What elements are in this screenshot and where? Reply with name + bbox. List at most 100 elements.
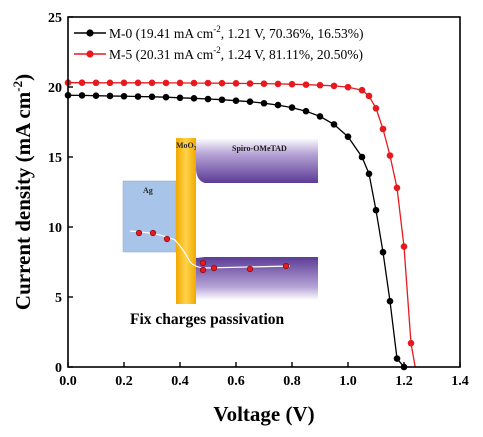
data-point xyxy=(372,104,380,112)
x-tick-label: 0.2 xyxy=(115,374,133,389)
data-point xyxy=(78,92,86,99)
x-tick-label: 1.2 xyxy=(395,374,413,389)
moo3-label: MoO3 xyxy=(176,141,197,152)
data-point xyxy=(218,96,226,104)
series-layer xyxy=(64,79,416,371)
x-tick-label: 0.0 xyxy=(59,374,77,389)
data-point xyxy=(330,82,338,90)
data-point xyxy=(148,79,156,87)
data-point xyxy=(162,93,170,101)
energy-diagram-inset: Ag MoO3 Spiro-OMeTAD xyxy=(122,138,318,304)
legend: M-0 (19.41 mA cm-2, 1.21 V, 70.36%, 16.5… xyxy=(74,24,364,62)
x-tick-label: 0.8 xyxy=(283,374,301,389)
data-point xyxy=(393,184,401,192)
data-point xyxy=(190,79,198,87)
data-point xyxy=(288,80,296,88)
data-point xyxy=(344,133,352,140)
band-bending-curve xyxy=(129,230,291,269)
data-point xyxy=(120,92,128,100)
charge-marker xyxy=(135,229,143,237)
data-point xyxy=(365,92,373,100)
y-tick-label: 5 xyxy=(55,291,62,306)
spiro-homo-band xyxy=(196,138,318,183)
charge-marker xyxy=(163,235,171,243)
legend-label-m0: M-0 (19.41 mA cm-2, 1.21 V, 70.36%, 16.5… xyxy=(109,24,364,41)
x-tick-label: 0.6 xyxy=(227,374,245,389)
data-point xyxy=(393,355,401,362)
data-point xyxy=(204,95,212,103)
ag-label: Ag xyxy=(143,186,153,195)
data-point xyxy=(134,93,142,100)
charge-marker xyxy=(282,262,290,270)
inset-caption: Fix charges passivation xyxy=(130,311,285,328)
data-point xyxy=(260,80,268,87)
x-tick-label: 1.0 xyxy=(339,374,357,389)
data-point xyxy=(372,206,380,214)
data-point xyxy=(379,248,387,256)
spiro-lumo-band xyxy=(196,257,318,300)
data-point xyxy=(162,79,170,87)
data-point xyxy=(274,101,282,109)
y-axis-title: Current density (mA cm-2) xyxy=(10,74,35,310)
data-point xyxy=(78,79,86,86)
moo3-layer-block xyxy=(176,138,196,304)
x-tick-label: 1.4 xyxy=(451,374,469,389)
spiro-label: Spiro-OMeTAD xyxy=(232,144,287,153)
charge-marker xyxy=(246,265,254,273)
data-point xyxy=(176,94,184,102)
data-point xyxy=(232,97,240,105)
plot-frame xyxy=(67,16,461,368)
charge-marker xyxy=(149,229,157,237)
legend-label-m5: M-5 (20.31 mA cm-2, 1.24 V, 81.11%, 20.5… xyxy=(109,45,363,62)
data-point xyxy=(106,92,114,100)
data-point xyxy=(260,99,268,107)
data-point xyxy=(344,83,352,91)
data-point xyxy=(148,93,156,101)
y-tick-label: 15 xyxy=(48,151,62,166)
data-point xyxy=(358,153,366,161)
data-point xyxy=(92,79,100,87)
data-point xyxy=(288,104,296,111)
data-point xyxy=(92,92,100,99)
tick-layer: 0.0 0.2 0.4 0.6 0.8 1.0 1.2 1.4 0 5 10 15 20 25 xyxy=(48,11,469,389)
data-point xyxy=(302,107,310,115)
data-point xyxy=(386,297,394,305)
legend-entry-m5: M-5 (20.31 mA cm-2, 1.24 V, 81.11%, 20.5… xyxy=(74,45,363,62)
data-point xyxy=(302,81,310,88)
data-point xyxy=(358,86,366,94)
data-point xyxy=(365,170,373,178)
data-point xyxy=(246,80,254,87)
y-tick-label: 0 xyxy=(55,361,62,376)
data-point xyxy=(379,125,387,133)
data-point xyxy=(407,339,415,347)
charge-marker xyxy=(210,264,218,272)
legend-marker-m5 xyxy=(86,50,94,58)
data-point xyxy=(190,95,198,102)
data-point xyxy=(176,79,184,87)
data-point xyxy=(386,152,394,159)
data-point xyxy=(204,79,212,87)
data-point xyxy=(316,113,324,120)
data-point xyxy=(274,80,282,88)
data-point xyxy=(218,79,226,87)
charge-marker xyxy=(199,266,207,274)
legend-entry-m0: M-0 (19.41 mA cm-2, 1.21 V, 70.36%, 16.5… xyxy=(74,24,364,41)
series-m-0 xyxy=(64,91,408,371)
series-m-5 xyxy=(64,79,416,368)
charge-markers xyxy=(135,229,290,274)
data-point xyxy=(316,81,324,89)
data-point xyxy=(106,79,114,87)
data-point xyxy=(134,79,142,87)
legend-marker-m0 xyxy=(86,29,94,37)
y-tick-label: 20 xyxy=(48,81,62,96)
data-point xyxy=(246,98,254,105)
data-point xyxy=(330,121,338,128)
data-point xyxy=(232,80,240,87)
x-tick-label: 0.4 xyxy=(171,374,189,389)
data-point xyxy=(120,79,128,87)
y-tick-label: 25 xyxy=(48,11,62,26)
data-point xyxy=(400,243,408,250)
x-axis-title: Voltage (V) xyxy=(213,402,314,426)
y-tick-label: 10 xyxy=(48,221,62,236)
